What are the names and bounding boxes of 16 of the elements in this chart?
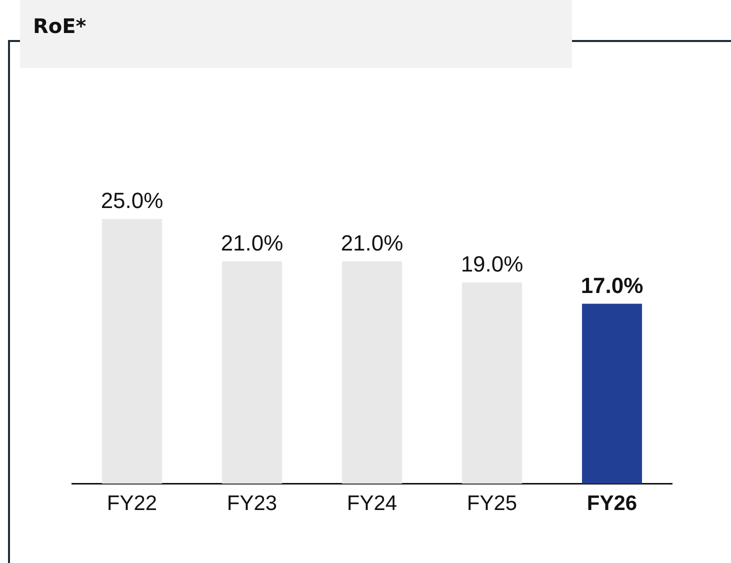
- bar: [462, 282, 522, 484]
- data-label: 17.0%: [580, 272, 644, 298]
- x-tick-label: FY24: [346, 492, 398, 516]
- data-label: 21.0%: [220, 230, 284, 256]
- x-tick-label: FY23: [226, 492, 278, 516]
- x-tick-label: FY22: [106, 492, 158, 516]
- x-tick-label: FY25: [466, 492, 518, 516]
- bar: [102, 219, 162, 484]
- data-label: 19.0%: [460, 252, 524, 277]
- bar: [342, 261, 402, 484]
- data-label: 25.0%: [100, 188, 164, 214]
- bar: [582, 304, 642, 484]
- data-label: 21.0%: [340, 230, 404, 256]
- chart-title: RoE*: [33, 14, 86, 38]
- bar: [222, 261, 282, 484]
- x-tick-label: FY26: [586, 492, 638, 516]
